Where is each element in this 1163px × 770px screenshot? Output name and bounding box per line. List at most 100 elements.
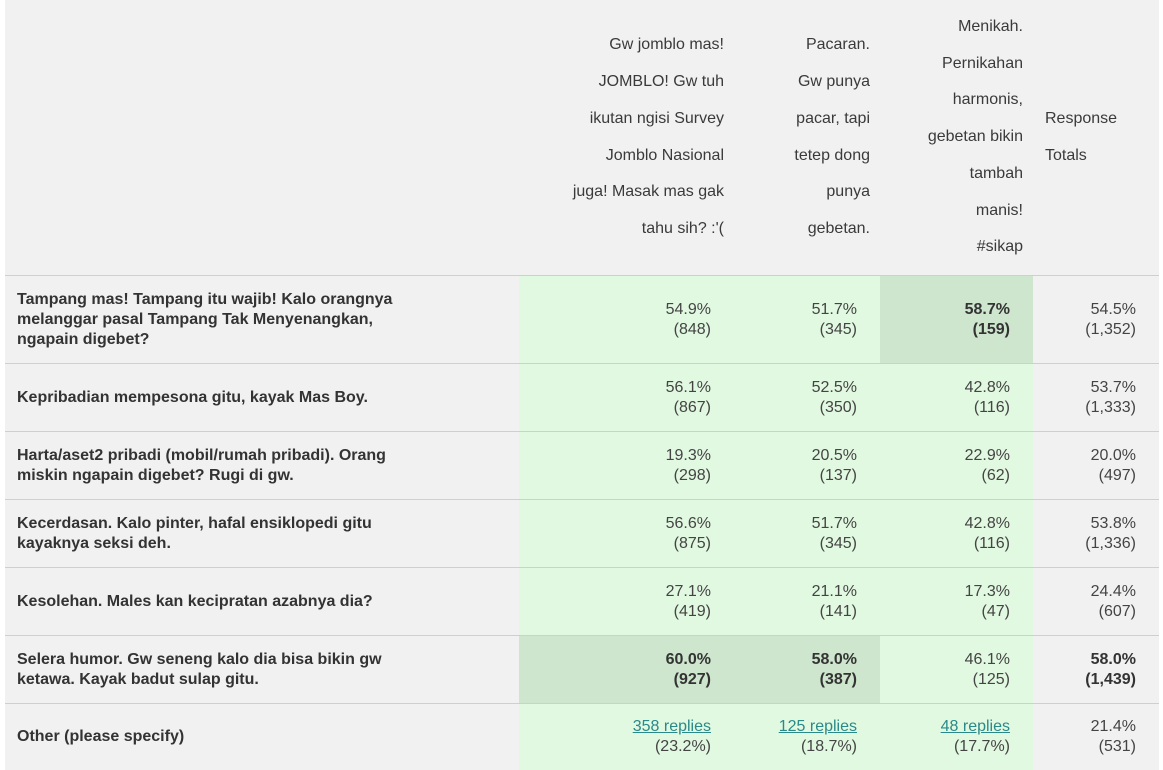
cell-total: 24.4% (607) xyxy=(1033,567,1159,636)
header-menikah: Menikah. Pernikahan harmonis, gebetan bi… xyxy=(880,0,1033,276)
table-row: Kepribadian mempesona gitu, kayak Mas Bo… xyxy=(5,363,1159,432)
cell-percent: 21.4% xyxy=(1090,718,1136,735)
question-line: melanggar pasal Tampang Tak Menyenangkan… xyxy=(17,310,373,328)
header-line: Pernikahan xyxy=(942,54,1023,72)
replies-link[interactable]: 358 replies xyxy=(632,718,711,735)
cell-jomblo: 56.1% (867) xyxy=(519,363,734,432)
question-line: Kesolehan. Males kan kecipratan azabnya … xyxy=(17,592,373,610)
cell-menikah: 17.3% (47) xyxy=(880,567,1033,636)
cell-percent: 51.7% xyxy=(811,514,857,532)
cell-menikah: 48 replies (17.7%) xyxy=(880,703,1033,770)
question-line: Selera humor. Gw seneng kalo dia bisa bi… xyxy=(17,650,382,668)
cell-pacaran: 51.7% (345) xyxy=(734,275,880,364)
question-line: ngapain digebet? xyxy=(17,330,150,348)
cell-count: (141) xyxy=(819,602,857,620)
cell-count: (350) xyxy=(819,398,857,416)
cell-count: (875) xyxy=(673,534,711,552)
cell-pacaran: 52.5% (350) xyxy=(734,363,880,432)
cell-total: 53.7% (1,333) xyxy=(1033,363,1159,432)
header-line: tetep dong xyxy=(794,146,870,164)
cell-count: (345) xyxy=(819,534,857,552)
header-response-totals: Response Totals xyxy=(1033,0,1159,276)
cell-percent: 42.8% xyxy=(964,378,1010,396)
question-line: Harta/aset2 pribadi (mobil/rumah pribadi… xyxy=(17,446,386,464)
header-line: ikutan ngisi Survey xyxy=(589,109,724,127)
cell-percent: 60.0% xyxy=(665,650,711,668)
header-line: gebetan bikin xyxy=(927,128,1023,146)
cell-percent: 17.3% xyxy=(964,582,1010,600)
cell-total: 54.5% (1,352) xyxy=(1033,275,1159,364)
cell-pacaran: 125 replies (18.7%) xyxy=(734,703,880,770)
header-empty xyxy=(5,0,519,276)
cell-percent: 24.4% xyxy=(1090,582,1136,600)
cell-count: (298) xyxy=(673,466,711,484)
cell-pacaran-highlight: 58.0% (387) xyxy=(734,635,880,704)
header-row: Gw jomblo mas! JOMBLO! Gw tuh ikutan ngi… xyxy=(5,0,1159,276)
cell-menikah: 22.9% (62) xyxy=(880,431,1033,500)
header-line: tambah xyxy=(969,164,1023,182)
cell-jomblo-highlight: 60.0% (927) xyxy=(519,635,734,704)
cell-count: (607) xyxy=(1098,602,1136,620)
cell-percent: 42.8% xyxy=(964,514,1010,532)
cell-percent: 22.9% xyxy=(964,446,1010,464)
question-line: ketawa. Kayak badut sulap gitu. xyxy=(17,670,259,688)
replies-link[interactable]: 48 replies xyxy=(940,718,1010,735)
survey-results-table: Gw jomblo mas! JOMBLO! Gw tuh ikutan ngi… xyxy=(5,0,1159,770)
cell-percent: 20.0% xyxy=(1090,446,1136,464)
cell-count: (419) xyxy=(673,602,711,620)
cell-percent: 27.1% xyxy=(665,582,711,600)
cell-total: 21.4% (531) xyxy=(1033,703,1159,770)
cell-pacaran: 20.5% (137) xyxy=(734,431,880,500)
cell-jomblo: 27.1% (419) xyxy=(519,567,734,636)
header-line: gebetan. xyxy=(807,219,870,237)
header-line: tahu sih? :'( xyxy=(641,219,724,237)
row-question: Other (please specify) xyxy=(5,703,519,770)
cell-count: (1,333) xyxy=(1085,398,1136,416)
cell-count: (1,439) xyxy=(1085,670,1136,688)
cell-percent: 54.9% xyxy=(665,300,711,318)
question-line: Kepribadian mempesona gitu, kayak Mas Bo… xyxy=(17,388,368,406)
cell-percent: 56.1% xyxy=(665,378,711,396)
header-line: Jomblo Nasional xyxy=(605,146,724,164)
header-line: Totals xyxy=(1045,146,1087,164)
row-question: Selera humor. Gw seneng kalo dia bisa bi… xyxy=(5,635,519,704)
header-pacaran: Pacaran. Gw punya pacar, tapi tetep dong… xyxy=(734,0,880,276)
cell-count: (531) xyxy=(1098,738,1136,755)
cell-percent: 58.0% xyxy=(1090,650,1136,668)
question-line: Other (please specify) xyxy=(17,728,185,745)
row-question: Harta/aset2 pribadi (mobil/rumah pribadi… xyxy=(5,431,519,500)
cell-percent: (18.7%) xyxy=(800,738,857,755)
table-row: Other (please specify) 358 replies (23.2… xyxy=(5,703,1159,770)
cell-total: 20.0% (497) xyxy=(1033,431,1159,500)
replies-link[interactable]: 125 replies xyxy=(778,718,857,735)
table-row: Kecerdasan. Kalo pinter, hafal ensiklope… xyxy=(5,499,1159,568)
header-line: punya xyxy=(826,183,870,201)
cell-total: 53.8% (1,336) xyxy=(1033,499,1159,568)
cell-percent: 53.8% xyxy=(1090,514,1136,532)
cell-count: (116) xyxy=(973,398,1010,416)
cell-percent: 58.7% xyxy=(964,300,1010,318)
cell-count: (1,336) xyxy=(1085,534,1136,552)
header-line: Pacaran. xyxy=(805,36,870,54)
header-line: Menikah. xyxy=(958,18,1023,36)
cell-count: (116) xyxy=(973,534,1010,552)
cell-percent: 51.7% xyxy=(811,300,857,318)
table-row: Tampang mas! Tampang itu wajib! Kalo ora… xyxy=(5,275,1159,364)
cell-menikah: 42.8% (116) xyxy=(880,363,1033,432)
cell-count: (848) xyxy=(673,320,711,338)
cell-count: (867) xyxy=(673,398,711,416)
header-line: Gw punya xyxy=(797,73,870,91)
header-line: juga! Masak mas gak xyxy=(572,183,724,201)
cell-count: (345) xyxy=(819,320,857,338)
cell-menikah: 42.8% (116) xyxy=(880,499,1033,568)
cell-count: (159) xyxy=(972,320,1010,338)
cell-jomblo: 358 replies (23.2%) xyxy=(519,703,734,770)
header-line: harmonis, xyxy=(952,91,1023,109)
cell-percent: 46.1% xyxy=(964,650,1010,668)
cell-percent: 21.1% xyxy=(811,582,857,600)
row-question: Kecerdasan. Kalo pinter, hafal ensiklope… xyxy=(5,499,519,568)
cell-percent: 56.6% xyxy=(665,514,711,532)
cell-menikah: 46.1% (125) xyxy=(880,635,1033,704)
table-row: Kesolehan. Males kan kecipratan azabnya … xyxy=(5,567,1159,636)
row-question: Tampang mas! Tampang itu wajib! Kalo ora… xyxy=(5,275,519,364)
